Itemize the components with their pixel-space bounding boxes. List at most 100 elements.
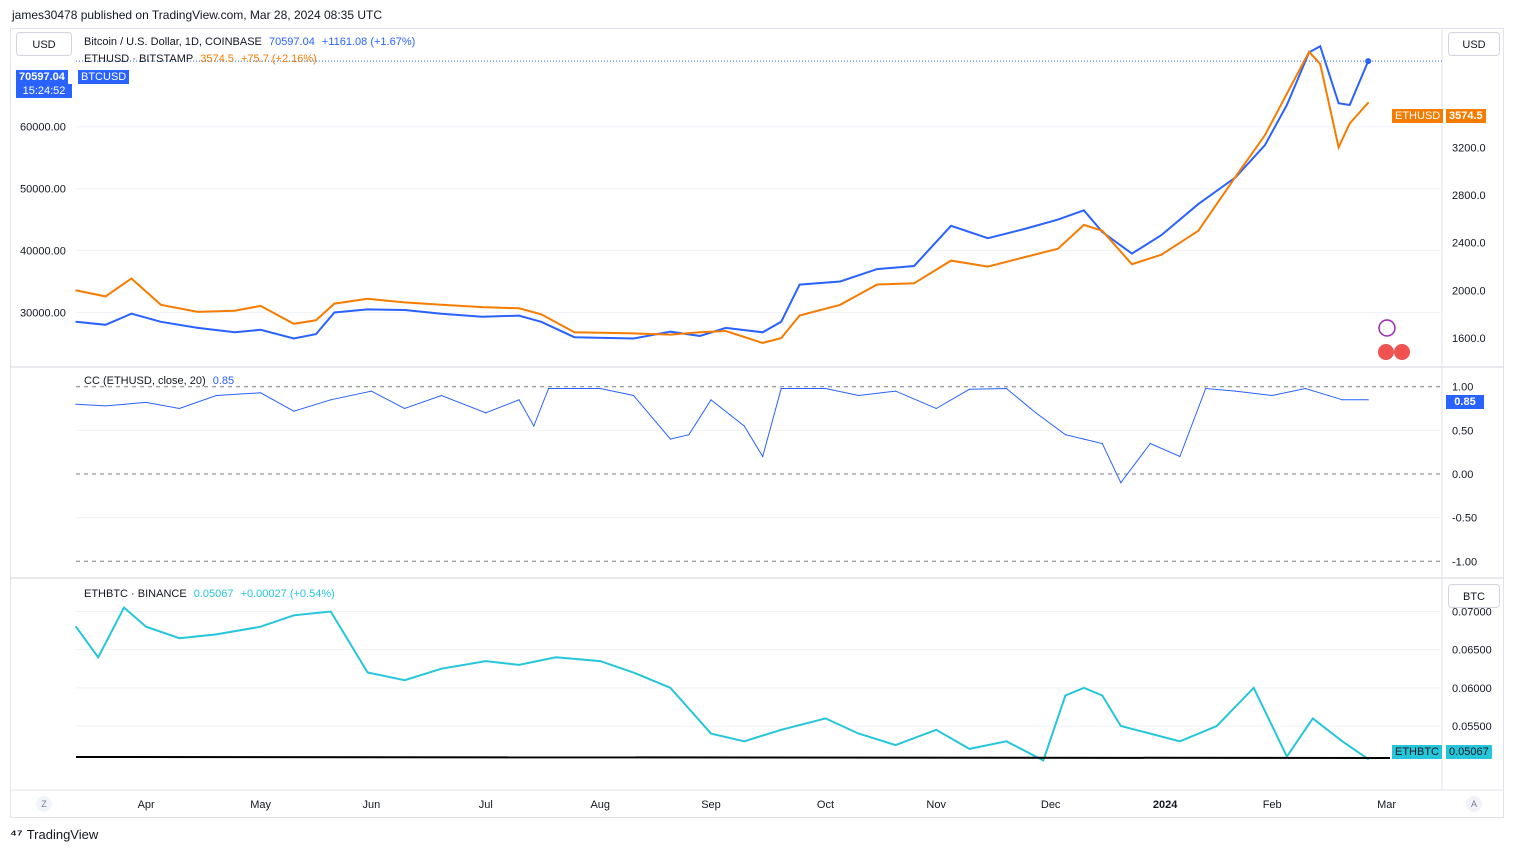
ethusd-point — [259, 305, 262, 307]
btcusd-point — [104, 324, 107, 326]
ethbtc-tag: ETHBTC — [1392, 745, 1442, 759]
cc-point — [518, 399, 520, 401]
ethusd-point — [1263, 134, 1266, 137]
ethbtc-point — [97, 656, 99, 659]
btcusd-point — [259, 329, 262, 331]
ethbtc-point — [1120, 725, 1122, 727]
footer-brand[interactable]: ⁴⁷ TradingView — [10, 826, 98, 842]
cc-point — [1005, 387, 1007, 390]
cc-current-label: 0.85 — [1446, 395, 1484, 409]
cc-axis-tick-label: 0.00 — [1452, 469, 1473, 481]
ethbtc-point — [669, 687, 672, 689]
ethusd-point — [987, 265, 989, 268]
ethbtc-point — [632, 671, 635, 674]
cc-axis-tick-label: 0.50 — [1452, 425, 1473, 437]
btcusd-point — [950, 224, 952, 227]
right-currency-button[interactable]: USD — [1448, 32, 1500, 56]
ethusd-point — [518, 307, 520, 310]
publisher-line: james30478 published on TradingView.com,… — [12, 8, 383, 22]
btcusd-point — [1286, 104, 1288, 106]
ethbtc-axis-tick-label: 0.07000 — [1452, 606, 1492, 618]
btc-legend[interactable]: Bitcoin / U.S. Dollar, 1D, COINBASE 7059… — [84, 36, 419, 48]
btcusd-point — [366, 308, 369, 311]
btc-price-label: 70597.04 — [16, 70, 68, 84]
cc-point — [1205, 387, 1207, 390]
cc-point — [1064, 434, 1067, 436]
ethusd-point — [1234, 176, 1237, 178]
ethbtc-point — [1341, 740, 1344, 743]
ethusd-point — [724, 330, 727, 332]
time-axis-label: Sep — [701, 799, 721, 811]
time-axis-label: Apr — [138, 799, 155, 811]
time-axis-label: May — [250, 799, 271, 811]
ethbtc-point — [178, 637, 181, 639]
cc-legend-value: 0.85 — [212, 375, 235, 387]
ethbtc-axis-tick-label: 0.06000 — [1452, 683, 1492, 695]
btcusd-point — [913, 265, 915, 267]
eth-legend-value: 3574.5 — [200, 53, 234, 65]
cc-point — [75, 403, 77, 405]
cc-point — [1234, 390, 1236, 392]
cc-point — [403, 407, 406, 410]
ethbtc-point — [329, 610, 332, 613]
cc-point — [215, 394, 217, 397]
ethusd-point — [1348, 122, 1351, 125]
btc-tag: BTCUSD — [78, 70, 130, 84]
cc-point — [599, 387, 601, 390]
left-currency-button[interactable]: USD — [16, 32, 72, 56]
btc-unit-button[interactable]: BTC — [1448, 584, 1500, 608]
footer-brand-label: TradingView — [26, 826, 99, 842]
ethbtc-legend[interactable]: ETHBTC · BINANCE 0.05067 +0.00027 (+0.54… — [84, 588, 339, 600]
ethbtc-point — [1101, 694, 1104, 697]
cc-point — [547, 387, 550, 390]
eth-legend-name: ETHUSD · BITSTAMP — [84, 53, 194, 65]
left-axis-tick-label: 50000.00 — [20, 184, 66, 196]
ethusd-point — [403, 301, 406, 304]
ethbtc-point — [403, 679, 406, 681]
zoom-button[interactable]: Z — [36, 796, 52, 812]
ethbtc-point — [1005, 740, 1008, 743]
btcusd-point — [798, 283, 801, 286]
ethbtc-point — [440, 667, 443, 670]
cc-point — [1341, 399, 1343, 401]
ethbtc-point — [293, 614, 295, 617]
cc-point — [935, 407, 937, 410]
btcusd-point — [669, 330, 672, 333]
ethusd-point — [950, 259, 952, 262]
time-axis-label: Jul — [479, 799, 493, 811]
btcusd-point — [540, 320, 542, 323]
auto-scale-button[interactable]: A — [1466, 796, 1482, 812]
ethusd-point — [913, 282, 915, 285]
ethusd-point — [315, 319, 317, 322]
cc-legend[interactable]: CC (ETHUSD, close, 20) 0.85 — [84, 375, 238, 387]
ethusd-point — [761, 342, 764, 344]
time-axis-label: Oct — [817, 799, 834, 811]
ethusd-point — [1197, 230, 1200, 232]
ethusd-point — [540, 313, 542, 316]
time-axis-label: Dec — [1041, 799, 1061, 811]
ethusd-point — [1131, 263, 1133, 266]
time-axis-label: Mar — [1377, 799, 1396, 811]
ethbtc-point — [780, 729, 782, 731]
left-axis-tick-label: 30000.00 — [20, 307, 66, 319]
ethusd-point — [780, 337, 782, 339]
ethusd-point — [1319, 63, 1321, 65]
btcusd-point — [333, 311, 336, 314]
cc-point — [1035, 412, 1037, 414]
cc-point — [1083, 438, 1085, 440]
ethbtc-legend-name: ETHBTC · BINANCE — [84, 588, 187, 600]
cc-legend-name: CC (ETHUSD, close, 20) — [84, 375, 206, 387]
ethbtc-point — [145, 625, 147, 628]
ethusd-point — [1286, 92, 1288, 95]
ethbtc-point — [75, 625, 77, 628]
ethusd-point — [1101, 230, 1104, 232]
eth-legend[interactable]: ETHUSD · BITSTAMP 3574.5 +75.7 (+2.16%) — [84, 53, 321, 65]
cc-point — [370, 390, 372, 392]
lightning-event-icon — [1378, 319, 1396, 337]
cc-point — [1304, 387, 1306, 390]
cc-point — [1120, 482, 1122, 484]
left-axis-tick-label: 40000.00 — [20, 246, 66, 258]
cc-point — [145, 401, 147, 404]
ethusd-point — [233, 309, 236, 312]
